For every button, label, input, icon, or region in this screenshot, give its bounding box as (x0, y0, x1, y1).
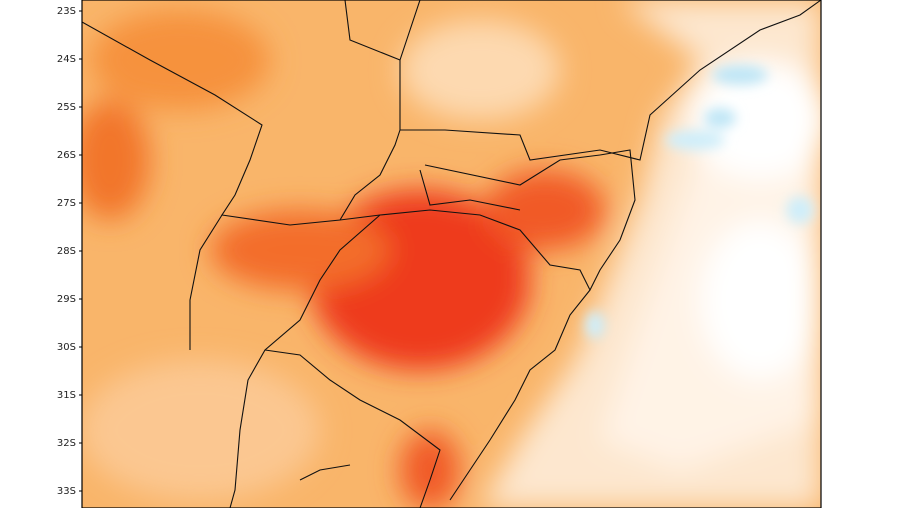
latitude-label: 31S (57, 390, 76, 401)
latitude-label: 32S (57, 438, 76, 449)
latitude-label: 30S (57, 342, 76, 353)
borders (82, 0, 821, 508)
latitude-label: 27S (57, 198, 76, 209)
latitude-label: 29S (57, 294, 76, 305)
latitude-label: 25S (57, 102, 76, 113)
latitude-label: 26S (57, 150, 76, 161)
latitude-label: 24S (57, 54, 76, 65)
map-frame (81, 0, 822, 508)
latitude-label: 33S (57, 486, 76, 497)
anomaly-field (82, 0, 821, 508)
latitude-label: 28S (57, 246, 76, 257)
latitude-labels: 23S 24S 25S 26S 27S 28S 29S 30S 31S 32S 33S (57, 6, 82, 497)
latitude-label: 23S (57, 6, 76, 17)
